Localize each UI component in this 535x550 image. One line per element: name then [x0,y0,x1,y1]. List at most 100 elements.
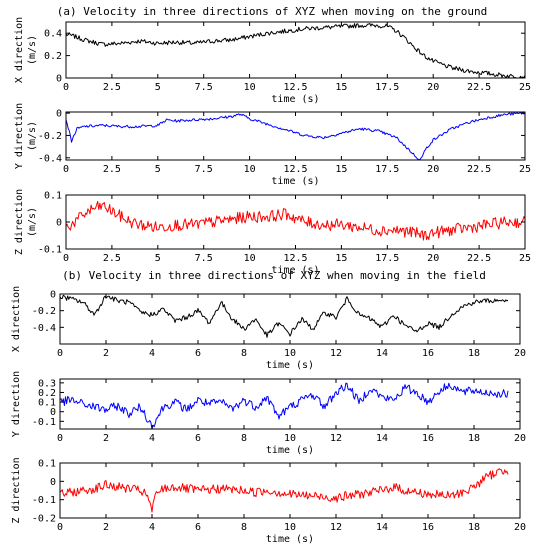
x-tick-label: 0 [57,433,63,444]
x-tick-label: 10 [244,253,256,264]
y-axis-unit: (m/s) [27,207,38,237]
x-tick-label: 10 [284,348,296,359]
x-tick-label: 5 [155,164,161,175]
x-tick-label: 15 [335,164,347,175]
x-tick-label: 7.5 [195,253,213,264]
x-tick-label: 12.5 [283,82,307,93]
y-axis-label: X direction [11,286,22,352]
x-tick-label: 18 [468,522,480,533]
y-tick-label: 0 [56,109,62,120]
x-tick-label: 4 [149,522,155,533]
y-tick-label: 0.1 [38,398,56,409]
x-axis-label: time (s) [266,360,314,371]
y-axis-label: Y direction [14,103,25,169]
x-tick-label: 14 [376,522,388,533]
x-tick-label: 10 [284,433,296,444]
y-tick-label: -0.2 [32,514,56,525]
x-tick-label: 12.5 [283,164,307,175]
y-tick-label: -0.1 [32,495,56,506]
section-b-title: (b) Velocity in three directions of XYZ … [62,269,486,282]
panel-a-2: 0 2.5 5 7.5 10 12.5 15 17.5 20 22.5 25 0 -0.2 -0.4 tim… [14,103,531,187]
x-tick-label: 6 [195,522,201,533]
x-tick-label: 7.5 [195,164,213,175]
x-tick-label: 16 [422,522,434,533]
y-tick-label: -0.2 [32,306,56,317]
x-tick-label: 20 [514,522,526,533]
x-tick-label: 22.5 [467,82,491,93]
panel-b-1: 0 2 4 6 8 10 12 14 16 18 20 0 -0.2 -0.4 time (s) X dire… [11,286,526,371]
y-tick-label: 0.1 [44,191,62,202]
x-tick-label: 25 [519,82,531,93]
x-tick-label: 25 [519,253,531,264]
x-axis-label: time (s) [271,176,319,187]
x-tick-label: 20 [427,82,439,93]
x-axis-label: time (s) [266,534,314,545]
x-tick-label: 18 [468,348,480,359]
y-tick-label: 0 [50,407,56,418]
axes-frame [65,111,526,161]
x-tick-label: 17.5 [375,82,399,93]
series-line [65,200,526,241]
x-tick-label: 2.5 [103,253,121,264]
x-tick-label: 5 [155,253,161,264]
y-tick-label: -0.2 [38,131,62,142]
y-axis-label: Y direction [11,371,22,437]
series-line [59,468,509,513]
series-line [59,294,509,338]
y-axis-label: X direction [14,17,25,83]
x-tick-label: 2 [103,433,109,444]
axes-frame [65,194,526,250]
y-tick-label: -0.1 [32,417,56,428]
y-tick-label: -0.4 [32,323,56,334]
x-tick-label: 22.5 [467,253,491,264]
y-axis-label: Z direction [11,457,22,523]
y-tick-label: -0.4 [38,153,62,164]
x-tick-label: 20 [514,348,526,359]
x-tick-label: 25 [519,164,531,175]
x-tick-label: 18 [468,433,480,444]
x-tick-label: 12 [330,522,342,533]
x-tick-label: 2.5 [103,82,121,93]
x-tick-label: 20 [427,164,439,175]
x-tick-label: 5 [155,82,161,93]
panel-a-1: 0 2.5 5 7.5 10 12.5 15 17.5 20 22.5 25 0 0.2 0.4 time … [14,17,531,105]
y-tick-label: 0.1 [38,459,56,470]
x-tick-label: 15 [335,253,347,264]
x-tick-label: 2 [103,348,109,359]
x-tick-label: 22.5 [467,164,491,175]
x-tick-label: 14 [376,433,388,444]
panel-a-3: 0 2.5 5 7.5 10 12.5 15 17.5 20 22.5 250.10-0.1time… [14,189,531,276]
x-tick-label: 15 [335,82,347,93]
section-a-title: (a) Velocity in three directions of XYZ … [57,5,487,18]
series-line [65,112,526,161]
x-tick-label: 16 [422,433,434,444]
x-tick-label: 12 [330,433,342,444]
x-tick-label: 8 [241,522,247,533]
y-tick-label: 0 [50,290,56,301]
x-tick-label: 4 [149,348,155,359]
axes-frame [65,21,526,79]
y-tick-label: 0 [50,477,56,488]
y-tick-label: 0 [56,218,62,229]
x-tick-label: 2 [103,522,109,533]
series-line [65,23,526,79]
x-tick-label: 4 [149,433,155,444]
series-line [59,382,509,430]
x-tick-label: 6 [195,433,201,444]
x-tick-label: 0 [57,522,63,533]
x-axis-label: time (s) [271,265,319,276]
y-tick-label: 0.2 [44,51,62,62]
x-tick-label: 0 [57,348,63,359]
x-tick-label: 0 [63,253,69,264]
y-tick-label: 0 [56,74,62,85]
x-tick-label: 12.5 [283,253,307,264]
y-tick-label: 0.4 [44,29,62,40]
x-tick-label: 20 [514,433,526,444]
x-tick-label: 10 [284,522,296,533]
x-tick-label: 12 [330,348,342,359]
x-tick-label: 6 [195,348,201,359]
x-tick-label: 17.5 [375,164,399,175]
x-tick-label: 2.5 [103,164,121,175]
